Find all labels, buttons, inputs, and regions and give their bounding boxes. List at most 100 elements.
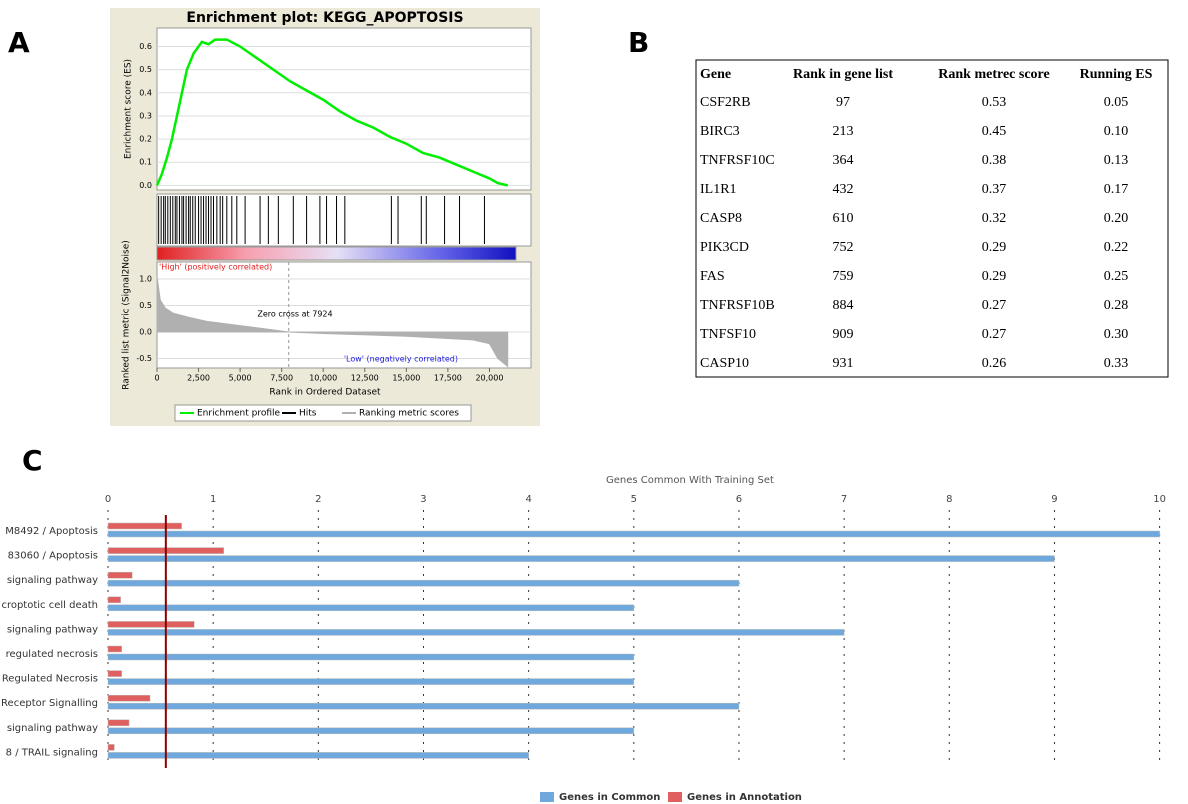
table-header: Rank metrec score [938,67,1049,82]
y-tick-label: 0.0 [139,327,152,336]
table-cell: 0.05 [1104,95,1129,110]
table-cell: TNFSF10 [700,327,756,342]
bar [107,530,1160,538]
x-tick-label: 17,500 [434,374,462,383]
bar [107,702,740,710]
table-cell: 0.27 [982,298,1007,313]
table-cell: 213 [833,124,854,139]
annotation: Zero cross at 7924 [257,310,332,319]
x-tick-label: 4 [525,494,531,505]
x-tick-label: 6 [736,494,742,505]
axis-title: Genes Common With Training Set [606,475,774,486]
legend-label: Genes in Common [559,792,660,803]
bar [107,555,1055,562]
table-cell: FAS [700,269,725,284]
category-label: signaling pathway [7,723,98,734]
panel-label: A [8,26,30,59]
bar [107,719,130,727]
metric-plot-area [156,261,532,369]
x-tick-label: 7 [841,494,847,505]
x-tick-label: 20,000 [475,374,503,383]
table-cell: CSF2RB [700,95,751,110]
table-cell: 0.32 [982,211,1007,226]
table-cell: 0.28 [1104,298,1129,313]
category-label: Regulated Necrosis [2,674,98,685]
table-cell: 0.30 [1104,327,1129,342]
x-tick-label: 8 [946,494,952,505]
bar [107,596,121,604]
axis-label: Enrichment score (ES) [124,59,134,159]
category-label: croptotic cell death [1,600,98,611]
y-tick-label: 1.0 [139,274,152,283]
bar [107,579,740,587]
bar [107,694,151,702]
axis-label: Ranked list metric (Signal2Noise) [122,240,132,390]
category-label: signaling pathway [7,575,98,586]
category-label: 83060 / Apoptosis [8,551,98,562]
table-cell: 0.17 [1104,182,1129,197]
bar [107,678,635,685]
table-cell: 97 [836,95,850,110]
table-cell: 0.29 [982,240,1007,255]
table-cell: 0.22 [1104,240,1129,255]
x-tick-label: 10 [1153,494,1166,505]
x-tick-label: 5 [631,494,637,505]
table-cell: 759 [833,269,854,284]
bar [107,744,115,751]
category-label: regulated necrosis [6,649,98,660]
table-cell: 0.38 [982,153,1007,168]
table-cell: CASP10 [700,356,749,371]
table-cell: 0.53 [982,95,1007,110]
axis-label: Rank in Ordered Dataset [269,388,381,398]
y-tick-label: 0.4 [139,88,152,97]
table-header: Running ES [1080,67,1153,82]
table-cell: 884 [833,298,854,313]
bar [107,727,635,735]
x-tick-label: 1 [210,494,216,505]
y-tick-label: 0.6 [139,42,152,51]
table-cell: CASP8 [700,211,742,226]
es-line [155,38,509,187]
x-tick-label: 9 [1051,494,1057,505]
bar [107,604,635,612]
table-cell: 0.37 [982,182,1007,197]
legend-label: Ranking metric scores [359,409,459,419]
table-header: Rank in gene list [793,67,893,82]
table-cell: 909 [833,327,854,342]
table-cell: 0.20 [1104,211,1129,226]
x-tick-label: 5,000 [229,374,252,383]
bar [107,522,182,530]
x-tick-label: 10,000 [309,374,337,383]
x-tick-label: 2,500 [187,374,210,383]
x-tick-label: 7,500 [270,374,293,383]
table-cell: 0.25 [1104,269,1129,284]
table-cell: 0.33 [1104,356,1129,371]
table-cell: BIRC3 [700,124,740,139]
table-cell: 0.45 [982,124,1007,139]
legend-label: Hits [299,409,317,419]
x-tick-label: 0 [105,494,111,505]
category-label: 8 / TRAIL signaling [6,747,98,758]
bar [107,752,529,759]
x-tick-label: 2 [315,494,321,505]
bar [107,629,845,636]
panel-label: B [628,26,649,59]
table-cell: 752 [833,240,854,255]
table-cell: 432 [833,182,854,197]
x-tick-label: 15,000 [392,374,420,383]
table-cell: 931 [833,356,854,371]
table-cell: 0.29 [982,269,1007,284]
table-cell: TNFRSF10C [700,153,775,168]
annotation: 'Low' (negatively correlated) [344,355,458,364]
category-label: Receptor Signalling [1,698,98,709]
table-cell: 0.27 [982,327,1007,342]
panel-label: C [22,444,43,477]
table-cell: IL1R1 [700,182,737,197]
legend-label: Enrichment profile [197,409,281,419]
table-cell: PIK3CD [700,240,749,255]
heat-bar [156,246,517,261]
y-tick-label: 0.3 [139,111,152,120]
y-tick-label: 0.1 [139,158,152,167]
table-cell: 610 [833,211,854,226]
